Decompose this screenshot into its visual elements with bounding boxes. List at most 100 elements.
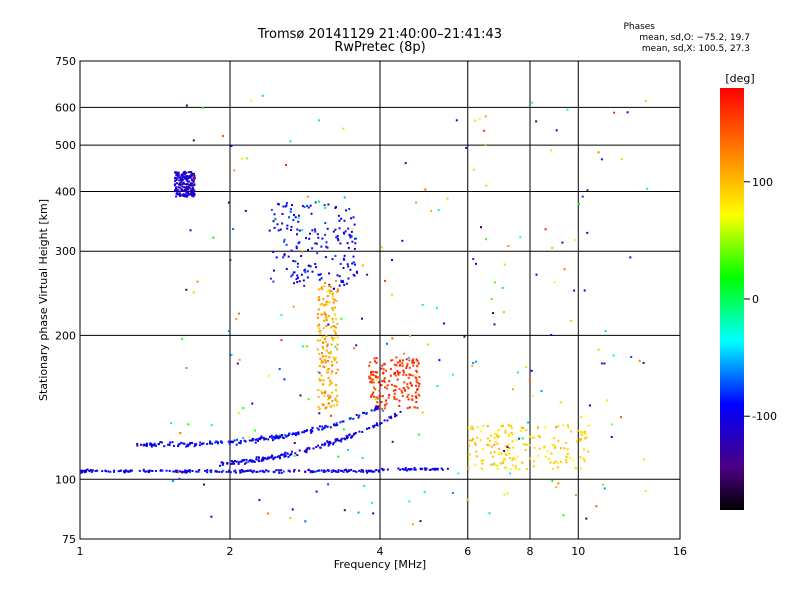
echo-point: [312, 447, 315, 450]
echo-point: [187, 188, 190, 191]
echo-point: [338, 275, 341, 278]
echo-point: [353, 247, 356, 250]
echo-point: [183, 173, 186, 176]
echo-point: [192, 187, 195, 190]
echo-point: [383, 407, 386, 410]
echo-point: [396, 378, 399, 381]
echo-point: [185, 172, 188, 175]
echo-point: [329, 442, 332, 444]
echo-point: [406, 365, 409, 368]
echo-point: [373, 424, 376, 427]
echo-point: [189, 182, 192, 185]
echo-point: [358, 430, 361, 433]
echo-point: [395, 385, 398, 388]
echo-point: [291, 508, 294, 511]
echo-point: [603, 487, 606, 490]
echo-point: [307, 206, 310, 209]
echo-point: [465, 146, 468, 149]
echo-point: [514, 467, 517, 470]
echo-point: [304, 470, 307, 473]
echo-point: [91, 469, 94, 472]
echo-point: [600, 158, 603, 161]
echo-point: [521, 461, 524, 464]
echo-point: [305, 237, 307, 240]
echo-point: [255, 438, 258, 441]
echo-point: [326, 425, 329, 428]
echo-point: [385, 369, 388, 372]
echo-point: [190, 442, 193, 444]
echo-point: [178, 179, 181, 182]
echo-point: [317, 299, 320, 302]
x-tick-label: 2: [227, 545, 234, 558]
echo-point: [317, 428, 320, 431]
echo-point: [297, 242, 300, 245]
echo-point: [186, 443, 189, 446]
echo-point: [375, 378, 378, 381]
echo-point: [566, 424, 569, 427]
echo-point: [303, 269, 306, 272]
echo-point: [533, 436, 535, 439]
echo-point: [326, 469, 329, 472]
echo-point: [176, 182, 178, 185]
echo-point: [268, 229, 271, 232]
echo-point: [626, 111, 629, 114]
echo-point: [186, 195, 188, 198]
echo-point: [181, 337, 184, 340]
echo-point: [182, 442, 185, 445]
echo-point: [401, 468, 404, 470]
echo-point: [280, 313, 283, 316]
echo-point: [310, 431, 313, 434]
echo-point: [362, 471, 365, 474]
echo-point: [330, 343, 333, 346]
echo-point: [342, 420, 345, 423]
echo-point: [322, 341, 324, 344]
echo-point: [303, 284, 306, 287]
echo-point: [525, 366, 528, 368]
echo-point: [324, 470, 327, 473]
echo-point: [327, 483, 330, 486]
echo-point: [370, 395, 373, 398]
echo-point: [286, 452, 289, 455]
echo-point: [321, 428, 324, 431]
echo-point: [285, 204, 288, 207]
echo-point: [557, 482, 560, 485]
echo-point: [189, 187, 192, 190]
echo-point: [325, 349, 328, 352]
x-tick-labels: 1 2 4 6 8 10 16: [77, 545, 688, 558]
echo-point: [176, 191, 179, 193]
echo-point: [544, 228, 547, 231]
echo-point: [375, 422, 378, 425]
echo-point: [253, 429, 256, 432]
echo-point: [325, 355, 328, 358]
echo-point: [301, 205, 304, 207]
echo-point: [174, 176, 177, 179]
y-tick-label: 100: [55, 473, 76, 486]
echo-point: [266, 512, 269, 515]
echo-point: [151, 470, 154, 472]
echo-point: [210, 471, 213, 474]
echo-point: [373, 409, 376, 412]
echo-point: [504, 429, 507, 432]
echo-point: [177, 176, 180, 179]
echo-point: [296, 262, 299, 265]
echo-point: [543, 445, 546, 448]
echo-point: [402, 369, 405, 372]
echo-point: [269, 277, 272, 280]
echo-point: [227, 330, 230, 333]
echo-point: [245, 458, 248, 461]
echo-point: [521, 427, 524, 429]
echo-point: [469, 427, 472, 430]
echo-point: [356, 271, 358, 274]
echo-point: [184, 183, 187, 186]
echo-point: [296, 454, 299, 457]
echo-point: [391, 383, 393, 386]
echo-point: [457, 472, 460, 475]
echo-point: [414, 395, 417, 398]
echo-point: [419, 520, 422, 523]
echo-point: [336, 439, 339, 442]
echo-point: [324, 303, 327, 306]
echo-point: [229, 462, 232, 465]
echo-point: [428, 468, 431, 471]
echo-point: [346, 263, 349, 266]
echo-point: [503, 458, 506, 461]
